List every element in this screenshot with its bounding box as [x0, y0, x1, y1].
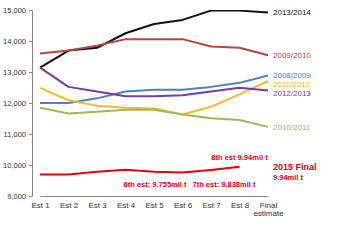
y-tick-label: 13,000 [3, 68, 26, 77]
series-line [40, 11, 268, 68]
y-tick-label: 12,000 [3, 99, 26, 108]
series-line [40, 108, 268, 127]
x-tick: Est 7 [202, 196, 221, 210]
x-tick: Est 3 [88, 196, 107, 210]
y-tick-label: 11,000 [4, 130, 26, 139]
y-tick-mark [29, 72, 32, 73]
x-tick-label: Est 6 [174, 201, 193, 210]
x-tick-label: Finalestimate [253, 201, 284, 219]
y-tick: 9,000 [7, 192, 32, 201]
x-tick-label: Est 8 [231, 201, 250, 210]
x-tick-label: Est 4 [117, 201, 136, 210]
x-tick: Est 5 [145, 196, 164, 210]
y-tick-mark [29, 196, 32, 197]
annotation: 6th est: 9.755mil t [124, 180, 187, 189]
y-tick-label: 9,000 [7, 192, 26, 201]
x-tick: Est 4 [117, 196, 136, 210]
y-tick-label: 15,000 [3, 6, 26, 15]
y-tick-mark [29, 41, 32, 42]
y-axis: 9,000 10,000 11,000 12,000 13,000 14,000 15,00… [3, 6, 32, 201]
y-tick-mark [29, 10, 32, 11]
chart: 9,000 10,000 11,000 12,000 13,000 14,000 15,00… [0, 0, 340, 226]
y-tick: 13,000 [3, 68, 32, 77]
annotation: 9.94mil t [273, 173, 304, 182]
y-axis-line [29, 11, 33, 197]
plot-area [40, 11, 268, 175]
x-tick: Est 6 [174, 196, 193, 210]
x-tick-label: Est 3 [88, 201, 107, 210]
series-line [40, 167, 240, 175]
y-tick-mark [29, 165, 32, 166]
x-tick-label: Est 5 [145, 201, 164, 210]
annotation: 8th est 9.94mil t [211, 153, 268, 162]
x-tick: Est 2 [60, 196, 79, 210]
series-label: 2010/2011 [273, 123, 311, 132]
y-tick: 11,000 [4, 130, 32, 139]
x-tick-label: Est 2 [60, 201, 79, 210]
series-label: 2013/2014 [273, 8, 311, 17]
x-tick-label: Est 1 [31, 201, 50, 210]
x-tick-label: Est 7 [202, 201, 221, 210]
series-line [40, 68, 268, 97]
x-tick: Est 1 [31, 196, 50, 210]
y-tick: 14,000 [3, 37, 32, 46]
series-label: 2009/2010 [273, 51, 311, 60]
y-tick: 12,000 [3, 99, 32, 108]
y-tick-mark [29, 103, 32, 104]
series-label: 2015 Final [273, 162, 317, 172]
x-axis-line [41, 196, 269, 197]
x-tick: Est 8 [231, 196, 250, 210]
series-label: 2012/2013 [273, 89, 311, 98]
y-tick-mark [29, 134, 32, 135]
y-tick: 10,000 [3, 161, 32, 170]
y-tick-label: 14,000 [3, 37, 26, 46]
series-label: 2008/2009 [273, 71, 311, 80]
series-line [40, 39, 268, 55]
x-tick: Finalestimate [253, 196, 284, 218]
series-label: 2011/2012 [273, 80, 311, 89]
x-axis: Est 1 Est 2 Est 3 Est 4 Est 5 Est 6 Est 7 Est 8… [31, 196, 284, 218]
y-tick-label: 10,000 [3, 161, 26, 170]
annotation: 7th est: 9.838mil t [193, 180, 256, 189]
y-tick: 15,000 [3, 6, 32, 15]
